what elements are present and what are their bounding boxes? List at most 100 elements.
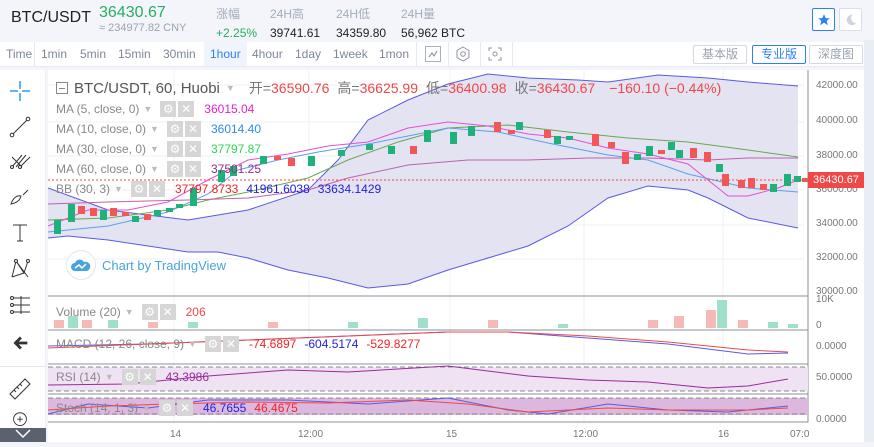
settings-gear-icon[interactable]: ⚙ [166,121,183,137]
indicator-value: -529.8277 [366,337,421,351]
star-icon [817,13,830,25]
moon-icon [846,14,856,25]
page-scrollbar[interactable] [864,40,874,442]
interval-time[interactable]: Time [6,47,33,61]
tradingview-watermark[interactable]: Chart by TradingView [66,250,226,280]
market-header: BTC/USDT 36430.67 ≈ 234977.82 CNY 涨幅 +2.… [0,0,874,40]
pattern-tool[interactable] [7,256,33,282]
chevron-down-icon: ▼ [150,164,159,174]
basic-version-button[interactable]: 基本版 [693,45,748,64]
price-cny: ≈ 234977.82 CNY [99,22,187,34]
indicator-value: 206 [185,305,206,319]
close-icon[interactable]: ✕ [184,141,201,157]
settings-button[interactable] [455,46,471,67]
back-button[interactable] [7,330,33,356]
chart-canvas[interactable] [48,70,864,442]
interval-1min[interactable]: 1min [41,47,68,61]
pitchfork-tool[interactable] [7,148,33,174]
stoch-axis-label: 0.0000 [816,414,847,425]
interval-4hour[interactable]: 4hour [252,47,283,61]
price-axis-label: 40000.00 [816,115,858,126]
theme-toggle-button[interactable] [839,8,862,31]
indicator-value: 41961.6038 [246,182,310,196]
indicator-value: 36015.04 [204,102,255,116]
zoom-in-tool[interactable] [7,408,33,434]
interval-30min[interactable]: 30min [163,47,196,61]
brush-icon [10,189,29,205]
indicator-volume: Volume (20) ▼ ⚙ ✕ 206 [56,304,206,320]
interval-15min[interactable]: 15min [118,47,151,61]
fullscreen-button[interactable] [488,47,502,66]
close-icon[interactable]: ✕ [148,181,165,197]
ruler-tool[interactable] [7,376,33,402]
indicator-name: RSI (14) [56,370,101,384]
chevron-down-icon: ▼ [114,184,123,194]
interval-1week[interactable]: 1week [333,47,368,61]
settings-gear-icon[interactable]: ⚙ [130,181,147,197]
drawing-toolbar [0,70,46,442]
cloud-icon [71,259,91,271]
close-icon[interactable]: ✕ [184,161,201,177]
close-icon[interactable]: ✕ [139,369,156,385]
pattern-icon [11,259,30,278]
price-axis-label: 30000.00 [816,286,858,297]
indicator-name: BB (30, 3) [56,182,111,196]
close-icon[interactable]: ✕ [176,400,193,416]
indicator-name: MA (60, close, 0) [56,162,147,176]
settings-gear-icon[interactable]: ⚙ [160,101,177,117]
stat-volume: 24H量 56,962 BTC [401,5,465,40]
interval-1hour[interactable]: 1hour [204,42,247,66]
indicator-value: 36014.40 [210,122,262,136]
chevron-down-icon: ▼ [150,124,159,134]
indicator-ma10: MA (10, close, 0) ▼ ⚙ ✕ 36014.40 [56,121,261,137]
interval-1mon[interactable]: 1mon [379,47,410,61]
pitchfork-icon [10,154,31,169]
settings-gear-icon[interactable]: ⚙ [166,161,183,177]
settings-gear-icon[interactable]: ⚙ [204,336,221,352]
interval-5min[interactable]: 5min [80,47,107,61]
favorite-button[interactable] [812,8,835,31]
indicator-name: MA (30, close, 0) [56,142,147,156]
chevron-down-icon: ▼ [142,403,151,413]
stat-label: 24H量 [401,7,436,21]
close-icon[interactable]: ✕ [159,304,176,320]
chart-type-button[interactable] [425,46,441,62]
interval-1day[interactable]: 1day [295,47,322,61]
settings-gear-icon[interactable]: ⚙ [141,304,158,320]
brush-tool[interactable] [7,184,33,210]
chart-type-icon [428,50,438,58]
collapse-legend-icon[interactable] [56,82,68,94]
crosshair-tool[interactable] [7,78,33,104]
close-icon[interactable]: ✕ [184,121,201,137]
chevron-down-icon [15,429,31,439]
close-icon[interactable]: ✕ [222,336,239,352]
symbol-title: BTC/USDT, 60, Huobi [74,79,220,97]
pro-version-button[interactable]: 专业版 [752,45,807,64]
text-tool[interactable] [7,220,33,246]
trend-line-tool[interactable] [7,114,33,140]
settings-gear-icon[interactable]: ⚙ [166,141,183,157]
change-value: −160.10 (−0.44%) [609,80,722,96]
time-axis-label: 15 [446,429,458,440]
macd-axis-label: 0.0000 [816,341,847,352]
indicator-value: 37501.25 [210,162,262,176]
open-value: 36590.76 [271,80,330,96]
trading-chart[interactable]: BTC/USDT, 60, Huobi ▼ 开= 36590.76 高= 366… [48,70,864,442]
depth-chart-button[interactable]: 深度图 [809,45,864,64]
close-icon[interactable]: ✕ [178,101,195,117]
price-axis-label: 42000.00 [816,80,858,91]
last-price-tag: 36430.67 [808,172,864,188]
settings-gear-icon[interactable]: ⚙ [121,369,138,385]
settings-gear-icon[interactable]: ⚙ [158,400,175,416]
fib-retracement-tool[interactable] [7,292,33,318]
stat-value: 39741.61 [270,26,321,40]
indicator-value: 33634.1429 [317,182,382,196]
volume-axis-label: 0 [816,320,822,331]
indicator-name: Stoch (14, 1, 3) [56,401,139,415]
price-axis-label: 38000.00 [816,150,858,161]
collapse-toolbar-button[interactable] [0,428,46,442]
divider [34,42,35,66]
fib-retracement-icon [10,296,30,314]
divider [448,42,449,66]
ruler-icon [9,378,31,400]
